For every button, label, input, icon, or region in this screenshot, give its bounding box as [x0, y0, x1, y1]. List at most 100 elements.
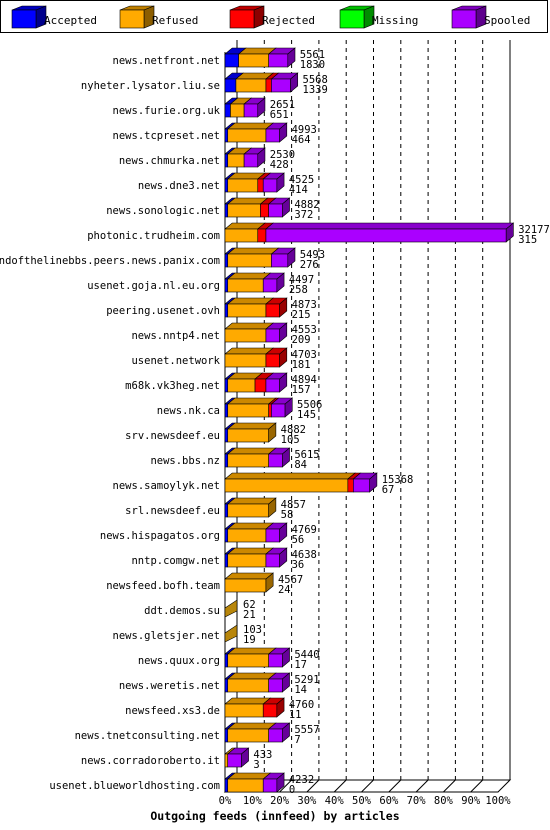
bar-spool	[271, 403, 286, 418]
bar-refused	[227, 778, 264, 793]
bar-side	[279, 297, 288, 318]
gridline-floor	[306, 779, 320, 793]
row-label: news.quux.org	[138, 655, 220, 667]
value-spooled: 145	[297, 409, 316, 421]
bar-spool	[271, 78, 291, 93]
bar-spool	[353, 478, 370, 493]
value-total: 433	[253, 749, 272, 761]
bar-top-refused	[224, 572, 274, 580]
bar-accepted	[224, 553, 229, 568]
bar-accepted	[224, 103, 231, 118]
bar-spool	[262, 178, 278, 193]
value-spooled: 464	[292, 134, 311, 146]
value-spooled: 428	[270, 159, 289, 171]
bar-rejected	[254, 378, 267, 393]
legend-swatch	[451, 9, 477, 29]
gridline-floor	[333, 779, 347, 793]
bar-refused	[227, 728, 269, 743]
bar-top-refused	[226, 672, 277, 680]
x-tick-label: 70%	[407, 795, 427, 807]
value-total: 5568	[303, 74, 328, 86]
row-label: news.nk.ca	[157, 405, 220, 417]
bar-top-refused	[226, 422, 277, 430]
value-total: 4769	[292, 524, 317, 536]
bar-refused	[227, 653, 269, 668]
bar-spool	[268, 728, 283, 743]
row-label: news.tcpreset.net	[113, 130, 220, 142]
bar-side	[279, 372, 288, 393]
value-spooled: 1339	[303, 84, 328, 96]
bar-spool	[265, 528, 280, 543]
bar-top-refused	[226, 647, 277, 655]
bar-top-refused	[226, 522, 274, 530]
bar-accepted	[224, 528, 229, 543]
bar-accepted	[224, 728, 229, 743]
value-spooled: 24	[278, 584, 291, 596]
x-tick-label: 0%	[219, 795, 232, 807]
bar-refused	[227, 428, 269, 443]
bar-refused	[227, 403, 269, 418]
value-spooled: 36	[292, 559, 305, 571]
bar-side	[287, 247, 296, 268]
bar-spool	[265, 328, 280, 343]
bar-top-refused	[226, 122, 274, 130]
bar-accepted	[224, 453, 229, 468]
value-total: 5506	[297, 399, 322, 411]
row-label: news.tnetconsulting.net	[75, 730, 220, 742]
bar-refused	[224, 353, 267, 368]
bar-side	[279, 522, 288, 543]
value-spooled: 315	[518, 234, 537, 246]
bar-accepted	[224, 128, 229, 143]
bar-side	[282, 672, 290, 693]
bar-refused	[227, 153, 245, 168]
row-label: news.sonologic.net	[106, 205, 220, 217]
bar-side	[257, 97, 266, 118]
bar-refused	[227, 553, 267, 568]
bar-accepted	[224, 178, 229, 193]
bar-spool	[268, 203, 283, 218]
value-total: 4525	[289, 174, 314, 186]
row-label: usenet.network	[131, 355, 220, 367]
legend-swatch	[339, 9, 365, 29]
value-total: 4882	[281, 424, 306, 436]
bar-top-refused	[226, 547, 274, 555]
bar-refused	[224, 578, 267, 593]
row-label: news.corradoroberto.it	[81, 755, 220, 767]
bar-refused	[227, 203, 261, 218]
x-tick-label: 80%	[434, 795, 454, 807]
bar-side	[282, 647, 290, 668]
bar-accepted	[224, 503, 229, 518]
value-spooled: 181	[292, 359, 311, 371]
row-label: nyheter.lysator.liu.se	[81, 80, 220, 92]
legend-swatch	[11, 9, 37, 29]
legend-label: Missing	[372, 14, 418, 27]
bar-top-refused	[224, 322, 274, 330]
row-label: nntp.comgw.net	[131, 555, 220, 567]
value-total: 4703	[292, 349, 317, 361]
value-total: 32177	[518, 224, 550, 236]
bar-sliver	[224, 599, 238, 618]
bar-spool	[265, 128, 280, 143]
value-spooled: 3	[253, 759, 259, 771]
value-total: 4567	[278, 574, 303, 586]
bar-side	[284, 397, 293, 418]
row-label: srl.newsdeef.eu	[125, 505, 220, 517]
bar-rejected	[265, 78, 272, 93]
legend-label: Rejected	[262, 14, 315, 27]
bar-refused	[224, 478, 349, 493]
row-label: news.dne3.net	[138, 180, 220, 192]
value-spooled: 11	[289, 709, 302, 721]
value-total: 5493	[300, 249, 325, 261]
bar-refused	[227, 128, 267, 143]
x-tick-label: 60%	[379, 795, 399, 807]
bar-side	[279, 322, 288, 343]
bar-refused	[227, 503, 269, 518]
bar-accepted	[224, 253, 229, 268]
value-spooled: 414	[289, 184, 308, 196]
bar-sliver	[224, 624, 238, 643]
bar-top-refused	[226, 297, 274, 305]
bar-accepted	[224, 303, 229, 318]
bar-side	[268, 422, 277, 443]
bar-refused	[227, 253, 272, 268]
bar-refused	[224, 703, 264, 718]
